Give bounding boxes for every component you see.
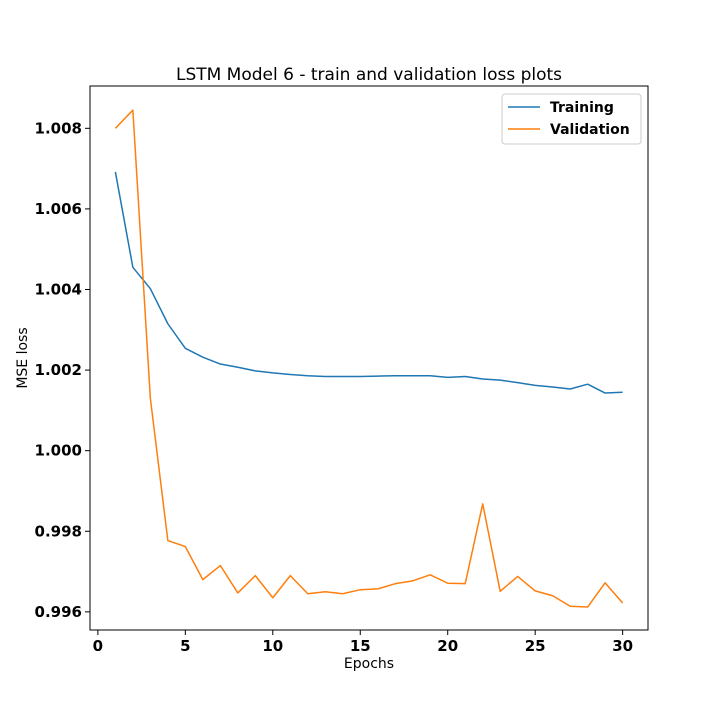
legend-label-validation: Validation (550, 122, 630, 138)
y-tick-label: 1.000 (35, 442, 82, 460)
series-line-validation (114, 109, 624, 608)
x-axis-label: Epochs (344, 656, 394, 672)
chart-title: LSTM Model 6 - train and validation loss… (176, 65, 562, 85)
x-tick-label: 30 (612, 637, 633, 655)
y-tick-label: 0.996 (35, 603, 82, 621)
y-tick-label: 1.002 (35, 361, 82, 379)
series-layer (114, 109, 624, 608)
plot-frame (89, 85, 649, 631)
series-line-training (114, 171, 623, 394)
y-tick-label: 1.006 (35, 200, 82, 218)
legend-label-training: Training (550, 100, 614, 116)
x-tick-label: 5 (180, 637, 190, 655)
legend: Training Validation (501, 93, 642, 145)
y-tick-label: 1.004 (35, 280, 82, 298)
y-axis: 0.996 0.998 1.000 1.002 1.004 1.006 1.008 (35, 119, 90, 621)
x-tick-label: 0 (93, 637, 103, 655)
x-tick-label: 10 (262, 637, 283, 655)
x-tick-label: 20 (437, 637, 458, 655)
x-axis: 0 5 10 15 20 25 30 (93, 630, 633, 655)
x-tick-label: 15 (350, 637, 371, 655)
y-axis-label: MSE loss (15, 327, 31, 388)
y-tick-label: 0.998 (35, 522, 82, 540)
x-tick-label: 25 (525, 637, 546, 655)
y-tick-label: 1.008 (35, 119, 82, 137)
plot-area (89, 85, 649, 631)
